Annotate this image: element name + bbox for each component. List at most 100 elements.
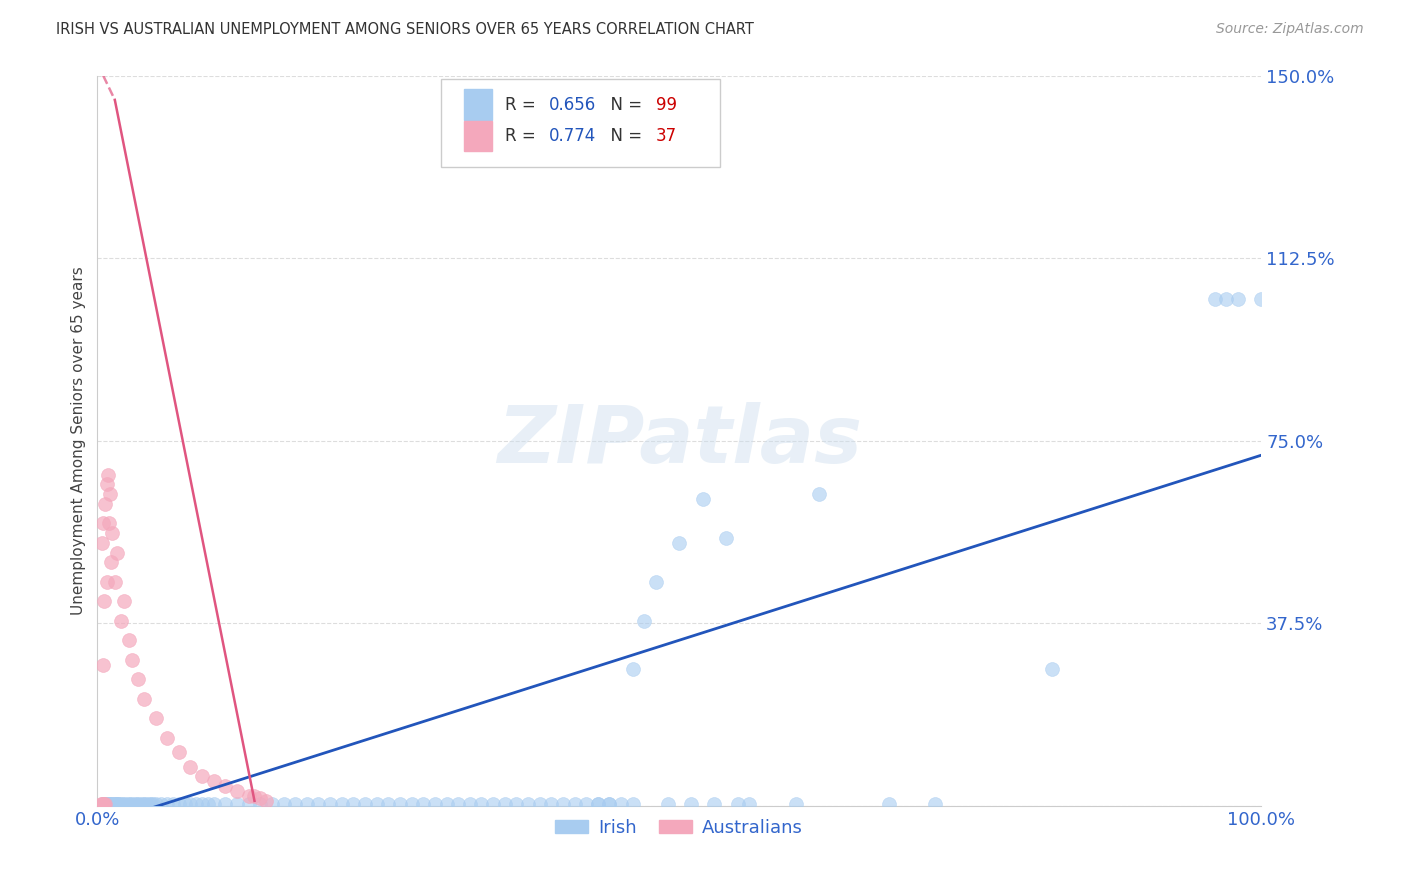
Point	[90, 797, 112, 811]
Point	[436, 797, 458, 811]
Point	[621, 662, 644, 676]
Point	[401, 797, 423, 811]
Point	[214, 797, 236, 811]
Point	[727, 797, 749, 811]
Point	[93, 797, 115, 811]
Point	[330, 797, 353, 811]
Point	[191, 797, 214, 811]
Text: N =: N =	[600, 95, 648, 113]
Point	[714, 531, 737, 545]
Point	[91, 536, 114, 550]
Point	[679, 797, 702, 811]
Point	[114, 797, 136, 811]
Point	[703, 797, 725, 811]
Point	[586, 797, 609, 811]
FancyBboxPatch shape	[440, 79, 720, 167]
Point	[110, 797, 132, 811]
Point	[1215, 293, 1237, 307]
Point	[529, 797, 551, 811]
Point	[91, 797, 114, 811]
Point	[505, 797, 527, 811]
Point	[249, 797, 271, 811]
Text: N =: N =	[600, 128, 648, 145]
Point	[1204, 293, 1226, 307]
Text: R =: R =	[505, 128, 541, 145]
Point	[139, 797, 162, 811]
Point	[447, 797, 470, 811]
Point	[540, 797, 562, 811]
Point	[633, 614, 655, 628]
Point	[100, 797, 122, 811]
Point	[284, 797, 307, 811]
Point	[93, 594, 115, 608]
Point	[91, 657, 114, 672]
Point	[238, 797, 260, 811]
Point	[98, 797, 121, 811]
Point	[121, 653, 143, 667]
Point	[243, 789, 266, 803]
Point	[167, 797, 190, 811]
Point	[412, 797, 434, 811]
Point	[108, 797, 131, 811]
Point	[423, 797, 446, 811]
Point	[692, 491, 714, 506]
Point	[482, 797, 505, 811]
Point	[785, 797, 807, 811]
Point	[668, 536, 690, 550]
Point	[254, 794, 277, 808]
Point	[96, 477, 118, 491]
Point	[103, 797, 125, 811]
Point	[107, 797, 129, 811]
Point	[162, 797, 184, 811]
Point	[354, 797, 377, 811]
Point	[249, 791, 271, 805]
Text: 37: 37	[657, 128, 678, 145]
Point	[118, 797, 141, 811]
Text: R =: R =	[505, 95, 541, 113]
Point	[1040, 662, 1063, 676]
Text: IRISH VS AUSTRALIAN UNEMPLOYMENT AMONG SENIORS OVER 65 YEARS CORRELATION CHART: IRISH VS AUSTRALIAN UNEMPLOYMENT AMONG S…	[56, 22, 754, 37]
Legend: Irish, Australians: Irish, Australians	[548, 812, 810, 844]
Point	[98, 516, 121, 531]
Point	[94, 497, 117, 511]
Point	[105, 545, 128, 559]
Point	[124, 797, 146, 811]
Point	[97, 797, 120, 811]
Point	[117, 797, 139, 811]
Point	[156, 797, 179, 811]
Point	[1250, 293, 1272, 307]
Point	[470, 797, 492, 811]
Point	[621, 797, 644, 811]
Point	[94, 797, 117, 811]
Point	[319, 797, 342, 811]
Point	[738, 797, 761, 811]
Point	[173, 797, 195, 811]
Text: 0.774: 0.774	[548, 128, 596, 145]
Point	[598, 797, 620, 811]
Point	[104, 797, 127, 811]
Point	[1227, 293, 1250, 307]
Point	[388, 797, 411, 811]
Point	[191, 770, 214, 784]
Point	[101, 797, 124, 811]
Point	[94, 797, 117, 811]
Point	[111, 797, 134, 811]
Point	[105, 797, 128, 811]
Point	[91, 516, 114, 531]
Point	[202, 774, 225, 789]
Point	[138, 797, 160, 811]
Point	[91, 797, 114, 811]
Point	[121, 797, 143, 811]
Point	[226, 784, 249, 798]
Point	[273, 797, 295, 811]
Point	[96, 797, 118, 811]
Point	[135, 797, 157, 811]
Point	[342, 797, 364, 811]
Point	[131, 797, 153, 811]
Point	[308, 797, 330, 811]
Point	[96, 574, 118, 589]
Point	[295, 797, 318, 811]
Point	[226, 797, 249, 811]
Point	[377, 797, 399, 811]
Point	[598, 797, 620, 811]
